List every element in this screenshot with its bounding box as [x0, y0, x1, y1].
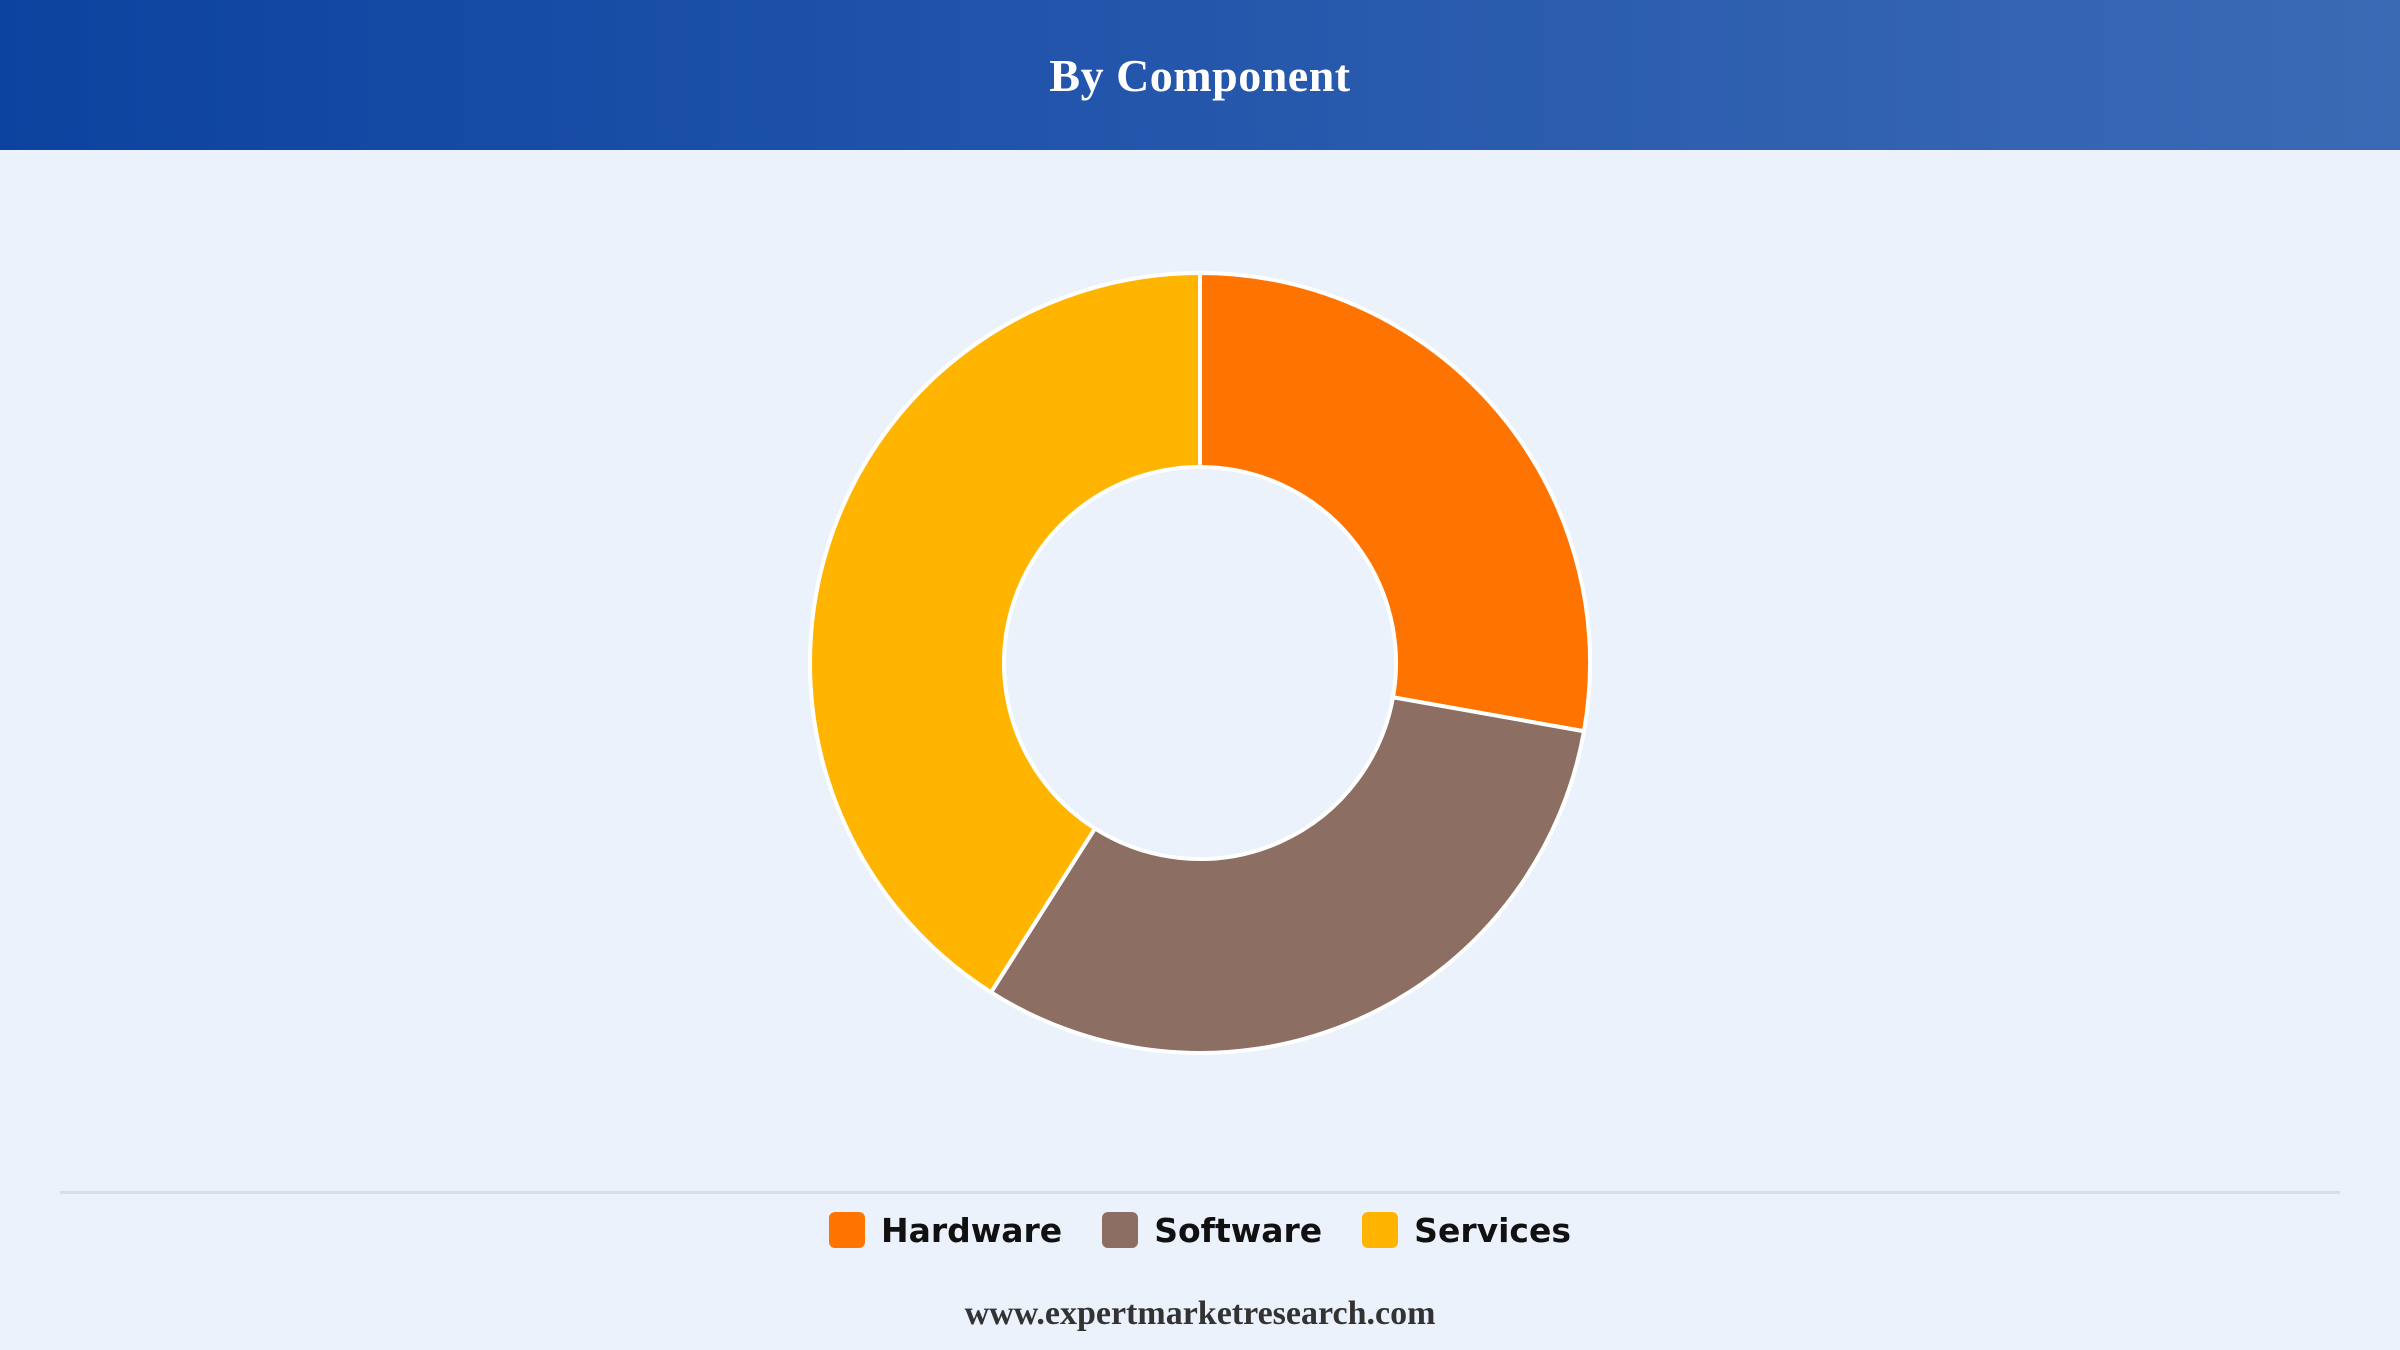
donut-chart: [808, 271, 1592, 1055]
chart-area: [0, 150, 2400, 1190]
legend-item-services[interactable]: Services: [1362, 1211, 1571, 1250]
legend-label-services: Services: [1414, 1210, 1572, 1250]
legend-swatch-services: [1362, 1212, 1399, 1248]
legend-swatch-software: [1102, 1212, 1139, 1248]
slice-software[interactable]: [989, 695, 1586, 1055]
source-footer: www.expertmarketresearch.com: [964, 1295, 1436, 1332]
legend-label-software: Software: [1154, 1210, 1323, 1250]
slice-services[interactable]: [808, 271, 1202, 995]
legend: Hardware Software Services: [0, 1205, 2400, 1255]
legend-item-hardware[interactable]: Hardware: [828, 1210, 1063, 1250]
header-banner: By Component: [0, 0, 2400, 150]
legend-label-hardware: Hardware: [880, 1210, 1063, 1250]
chart-title: By Component: [1049, 49, 1351, 101]
legend-divider: [60, 1191, 2340, 1194]
legend-item-software[interactable]: Software: [1102, 1211, 1322, 1250]
slice-hardware[interactable]: [1198, 271, 1592, 734]
legend-swatch-hardware: [828, 1212, 865, 1248]
